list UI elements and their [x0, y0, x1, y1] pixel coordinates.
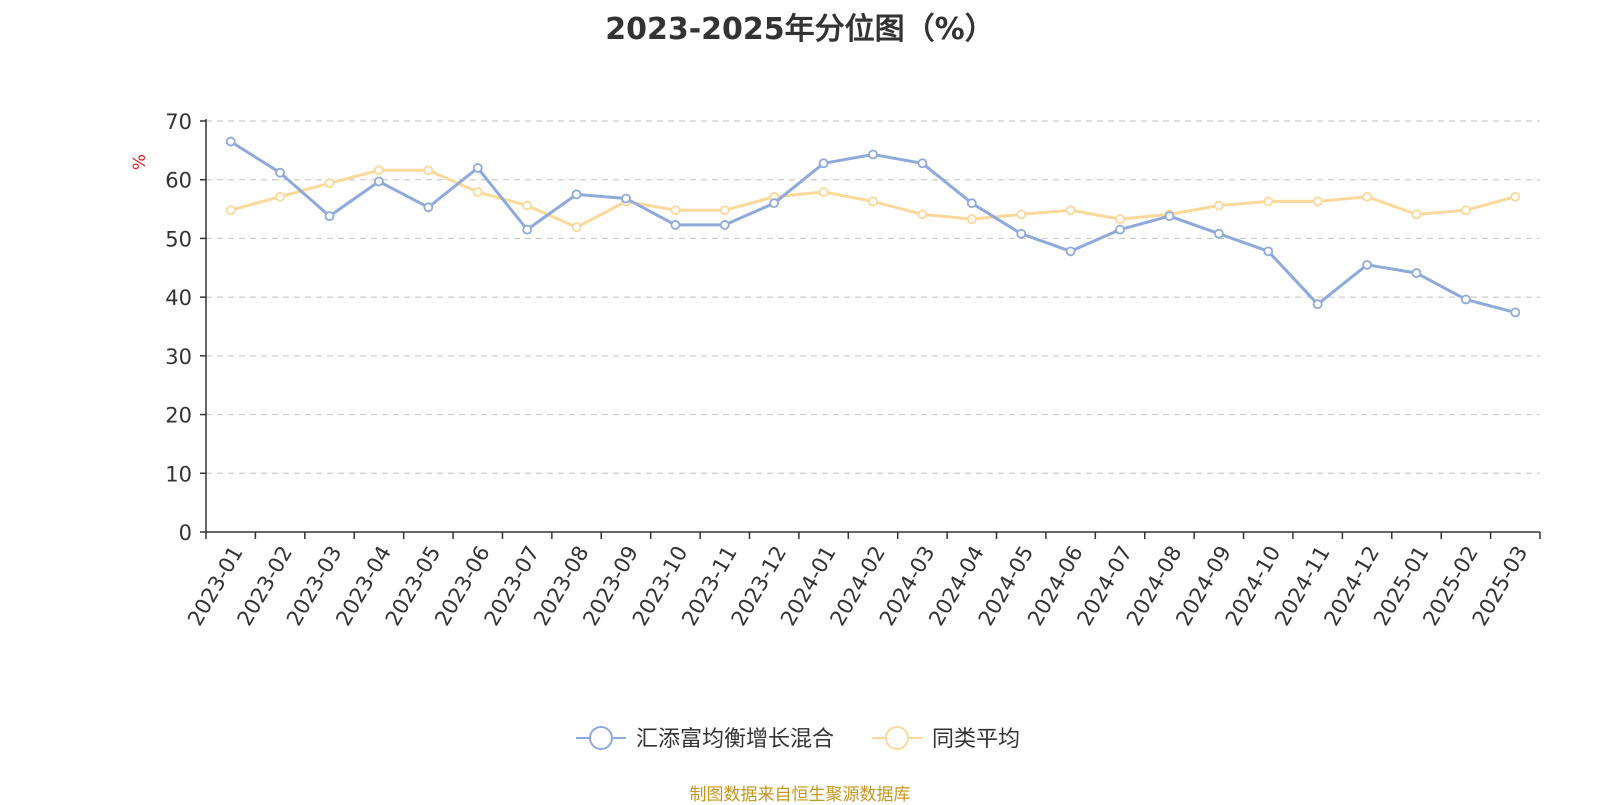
y-tick-label: 30	[165, 345, 192, 369]
series-2-point[interactable]	[719, 205, 730, 216]
series-2-point[interactable]	[1362, 191, 1372, 202]
series-2-point[interactable]	[966, 214, 977, 224]
series-2-point[interactable]	[917, 209, 928, 220]
series-2-point[interactable]	[1213, 200, 1224, 211]
series-1-point[interactable]	[275, 167, 286, 178]
legend-label-series1: 汇添富均衡增长混合	[636, 727, 834, 752]
y-tick-label: 40	[165, 286, 192, 310]
series-2-point[interactable]	[472, 187, 483, 197]
series-1-point[interactable]	[522, 224, 533, 235]
series-1-point[interactable]	[670, 220, 681, 230]
series-2-point[interactable]	[818, 187, 829, 197]
series-2	[225, 165, 1521, 233]
series-1-point[interactable]	[1362, 259, 1372, 270]
series-2-point[interactable]	[571, 222, 582, 233]
series-1-point[interactable]	[423, 202, 434, 213]
legend-marker-series2-icon	[885, 726, 909, 750]
series-2-point[interactable]	[1115, 214, 1125, 224]
y-tick-label: 0	[179, 521, 192, 545]
series-1-point[interactable]	[1411, 268, 1422, 278]
chart-title: 2023-2025年分位图（%）	[605, 12, 995, 47]
series-1-point[interactable]	[818, 158, 829, 169]
series-2-point[interactable]	[1065, 205, 1076, 216]
y-tick-labels: 0 10 20 30 40 50 60 70	[165, 110, 192, 545]
series-2-point[interactable]	[1263, 196, 1274, 207]
y-tick-label: 60	[165, 169, 192, 193]
series-1-point[interactable]	[225, 136, 236, 147]
series-2-point[interactable]	[423, 165, 434, 176]
y-axis-unit-label: %	[130, 154, 150, 170]
series-2-point[interactable]	[275, 191, 286, 202]
series-2-point[interactable]	[1016, 209, 1027, 220]
series-1-point[interactable]	[1115, 224, 1125, 235]
y-tick-label: 20	[165, 404, 192, 428]
y-tick-label: 50	[165, 227, 192, 251]
legend-item-series1[interactable]: 汇添富均衡增长混合	[576, 726, 834, 752]
series-1-point[interactable]	[571, 189, 582, 200]
series-1-point[interactable]	[374, 176, 384, 187]
legend-item-series2[interactable]: 同类平均	[872, 726, 1020, 752]
series-2-point[interactable]	[1312, 196, 1323, 207]
series-1-point[interactable]	[472, 163, 483, 173]
series-1-point[interactable]	[1510, 307, 1521, 318]
series-1-point[interactable]	[324, 211, 335, 222]
legend-label-series2: 同类平均	[932, 727, 1020, 752]
series-1-point[interactable]	[1312, 299, 1323, 310]
series-2-point[interactable]	[324, 178, 335, 189]
series-lines	[225, 136, 1521, 318]
series-1-point[interactable]	[966, 198, 977, 209]
series-1-point[interactable]	[917, 158, 928, 169]
series-1-point[interactable]	[719, 220, 730, 230]
series-1-point[interactable]	[1460, 294, 1471, 305]
series-2-point[interactable]	[670, 205, 681, 216]
legend[interactable]: 汇添富均衡增长混合 同类平均	[576, 726, 1020, 752]
axes	[200, 119, 1541, 539]
x-tick-labels: 2023-012023-022023-032023-042023-052023-…	[183, 542, 1532, 630]
series-2-point[interactable]	[374, 165, 384, 176]
series-1-point[interactable]	[1016, 228, 1027, 239]
series-1-point[interactable]	[1065, 246, 1076, 257]
series-1-point[interactable]	[1164, 211, 1175, 222]
series-2-point[interactable]	[1510, 191, 1521, 202]
legend-marker-series1-icon	[589, 726, 613, 750]
series-2-point[interactable]	[522, 200, 533, 211]
series-2-point[interactable]	[868, 196, 878, 207]
series-1-line	[229, 140, 1516, 314]
source-note: 制图数据来自恒生聚源数据库	[689, 785, 911, 805]
y-tick-label: 10	[165, 462, 192, 486]
series-1-point[interactable]	[868, 149, 878, 160]
series-1	[225, 136, 1521, 318]
series-2-point[interactable]	[225, 205, 236, 216]
series-1-point[interactable]	[621, 193, 631, 204]
series-2-point[interactable]	[1460, 205, 1471, 216]
series-1-point[interactable]	[1263, 246, 1274, 257]
y-tick-label: 70	[165, 110, 192, 134]
series-1-point[interactable]	[1213, 228, 1224, 239]
grid-lines	[206, 120, 1540, 474]
series-2-point[interactable]	[1411, 209, 1422, 220]
series-1-point[interactable]	[769, 198, 780, 209]
